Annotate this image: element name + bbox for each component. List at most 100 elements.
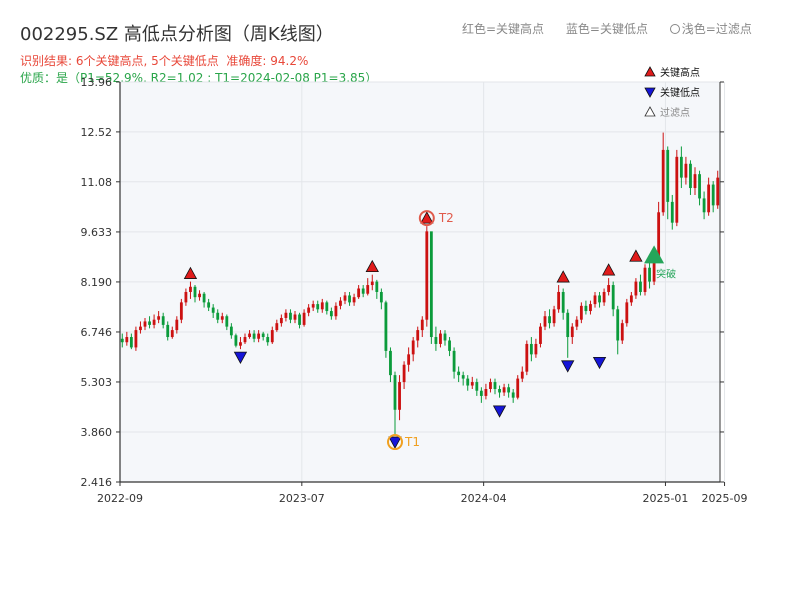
- candle: [152, 314, 156, 329]
- x-tick-label: 2025-01: [642, 492, 688, 505]
- candle: [220, 312, 224, 324]
- candle: [329, 307, 333, 320]
- candle-body: [525, 343, 529, 372]
- candle: [143, 317, 147, 331]
- candle-body: [184, 291, 188, 303]
- candle: [339, 297, 342, 310]
- candle-body: [148, 321, 151, 325]
- candle: [379, 288, 383, 310]
- candle-body: [648, 267, 651, 282]
- candle-body: [452, 350, 456, 372]
- candle: [698, 170, 701, 206]
- candle-body: [579, 305, 583, 320]
- candle-body: [143, 321, 147, 327]
- candle: [270, 326, 274, 344]
- candle-body: [225, 316, 229, 327]
- candle: [616, 305, 620, 355]
- candle-body: [420, 319, 424, 331]
- candle: [529, 337, 533, 362]
- candle: [125, 331, 129, 346]
- candle: [561, 288, 565, 320]
- result-text: 识别结果: 6个关键高点, 5个关键低点: [20, 54, 219, 68]
- candle-body: [589, 304, 592, 312]
- candle-body: [466, 378, 470, 386]
- quality-text: 优质：是（P1=52.9%, R2=1.02 ; T1=2024-02-08 P…: [20, 71, 378, 85]
- candle-body: [698, 174, 701, 199]
- candle: [479, 387, 483, 403]
- candle: [575, 316, 579, 331]
- candle-body: [470, 382, 474, 386]
- candle-body: [220, 316, 224, 320]
- legend-marker: [644, 66, 656, 77]
- candle: [302, 309, 306, 327]
- candle-body: [325, 302, 329, 312]
- candle-body: [661, 149, 665, 213]
- candle-body: [529, 343, 533, 355]
- candle: [607, 278, 611, 296]
- key-high-marker: [629, 249, 643, 262]
- candle: [393, 371, 397, 435]
- light-circle-icon: [669, 24, 680, 34]
- candle: [689, 160, 692, 195]
- candle: [266, 333, 270, 346]
- candle: [389, 347, 392, 383]
- candle: [657, 201, 661, 261]
- candle: [384, 300, 388, 358]
- candle: [257, 330, 261, 343]
- candle-body: [384, 302, 388, 351]
- candle-body: [439, 333, 442, 344]
- key-high-marker: [601, 263, 616, 276]
- candle: [707, 177, 711, 216]
- candle-body: [561, 291, 565, 313]
- candle-body: [534, 343, 538, 355]
- candle-body: [702, 198, 706, 213]
- candle-body: [170, 330, 174, 338]
- candle-body: [570, 326, 574, 338]
- candle: [557, 285, 561, 313]
- key-low-marker: [233, 351, 248, 364]
- candle: [402, 361, 406, 389]
- candle-body: [261, 333, 265, 338]
- x-tick-label: 2023-07: [279, 492, 325, 505]
- candle: [511, 388, 515, 403]
- candle: [120, 333, 124, 348]
- candle-body: [352, 297, 356, 303]
- legend-blue-text: 蓝色=关键低点: [565, 22, 648, 36]
- candle-body: [302, 312, 306, 325]
- candle: [157, 311, 161, 324]
- candle: [666, 146, 670, 220]
- candle: [602, 288, 606, 306]
- candle-body: [248, 333, 251, 338]
- candle-body: [229, 326, 233, 336]
- candle-body: [689, 163, 692, 189]
- candle: [193, 285, 197, 303]
- candle-body: [166, 324, 170, 338]
- candle: [502, 383, 506, 396]
- candle: [202, 291, 206, 308]
- candle: [475, 378, 479, 396]
- candle-body: [711, 184, 715, 206]
- chart-title: 002295.SZ 高低点分析图（周K线图）: [20, 24, 334, 45]
- candle: [543, 311, 547, 331]
- candle: [357, 285, 361, 299]
- candle: [334, 302, 338, 320]
- legend-label: 关键低点: [660, 86, 700, 99]
- candle: [566, 309, 570, 358]
- candle: [139, 321, 142, 334]
- candle: [366, 278, 370, 296]
- candle-body: [548, 316, 551, 324]
- candle-body: [343, 295, 347, 301]
- candle-body: [634, 281, 638, 296]
- candle: [670, 194, 674, 230]
- candle-body: [461, 375, 465, 379]
- candle-body: [284, 312, 288, 318]
- candle: [161, 312, 165, 329]
- candle-body: [543, 316, 547, 327]
- legend-label: 关键高点: [660, 66, 700, 79]
- legend-light-text: 浅色=过滤点: [681, 22, 752, 36]
- candle-body: [152, 319, 156, 325]
- y-tick-label: 5.303: [81, 376, 113, 389]
- candle: [593, 291, 597, 308]
- candle-body: [443, 333, 447, 341]
